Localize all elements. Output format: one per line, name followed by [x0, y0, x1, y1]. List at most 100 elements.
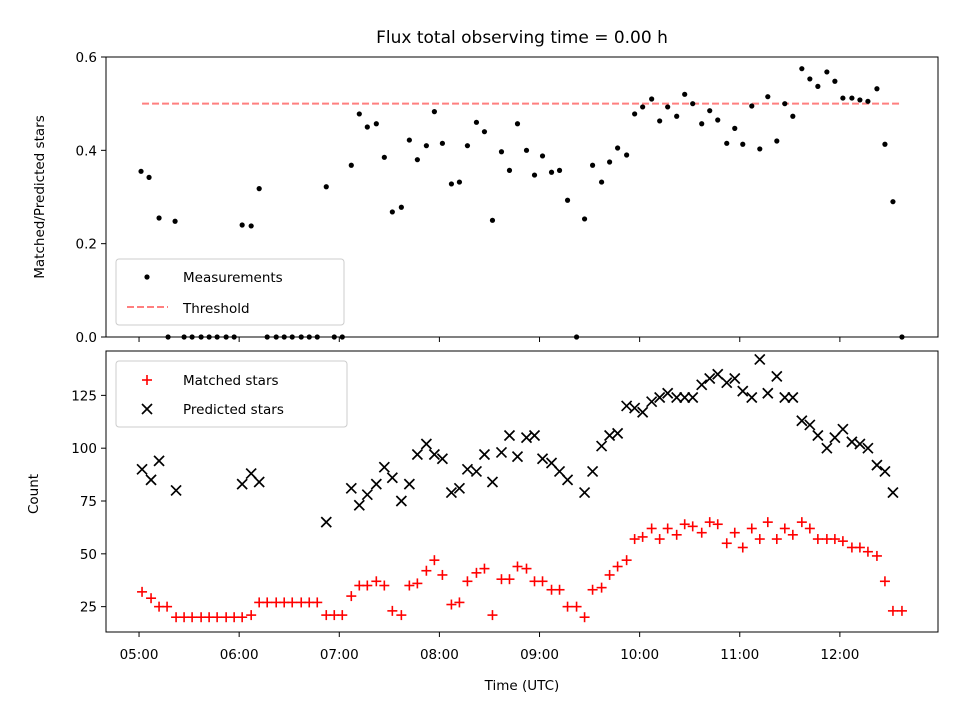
- measurement-point: [615, 145, 621, 151]
- predicted-star-marker-b: [145, 474, 157, 486]
- measurement-point: [832, 78, 838, 84]
- matched-star-point: [212, 612, 223, 623]
- measurement-point: [323, 184, 329, 190]
- measurement-point: [589, 162, 596, 168]
- matched-star-point: [504, 574, 515, 585]
- predicted-star-marker-b: [528, 429, 541, 442]
- measurement-point: [790, 113, 796, 119]
- predicted-star-marker-b: [687, 391, 699, 404]
- measurement-point: [857, 97, 863, 103]
- predicted-star-marker-b: [453, 482, 466, 494]
- predicted-star-marker-b: [236, 478, 248, 490]
- measurement-point: [732, 125, 738, 131]
- measurement-point: [389, 209, 395, 215]
- predicted-star-point: [461, 463, 474, 475]
- measurement-point: [598, 179, 605, 185]
- predicted-star-marker-b: [804, 419, 816, 431]
- predicted-star-marker-b: [646, 396, 658, 408]
- matched-star-point: [779, 523, 790, 534]
- predicted-star-marker-b: [821, 442, 833, 454]
- bottom-axes-frame: [105, 350, 939, 633]
- predicted-star-marker-b: [553, 465, 566, 478]
- predicted-star-marker-b: [812, 429, 824, 442]
- matched-star-point: [337, 610, 348, 621]
- matched-star-point: [746, 523, 757, 534]
- measurement-point: [539, 153, 546, 159]
- matched-star-point: [137, 586, 148, 597]
- matched-star-point: [604, 569, 615, 580]
- predicted-star-point: [871, 459, 883, 471]
- measurement-point: [531, 172, 538, 178]
- predicted-star-marker-b: [662, 387, 674, 399]
- matched-star-point: [446, 599, 457, 610]
- measurement-point: [398, 204, 404, 210]
- predicted-star-point: [170, 484, 182, 497]
- matched-star-point: [854, 542, 865, 553]
- predicted-star-point: [754, 353, 766, 366]
- predicted-star-point: [378, 461, 390, 473]
- matched-star-point: [729, 527, 740, 538]
- matched-star-point: [362, 580, 373, 591]
- top-plot-area: 0.0 0.2 0.4 0.6 Measurements Threshold: [76, 50, 939, 346]
- matched-star-point: [871, 550, 882, 561]
- measurement-point: [849, 95, 855, 101]
- bottom-y-tick-label: 100: [71, 441, 97, 457]
- predicted-star-point: [737, 385, 749, 397]
- measurement-point: [657, 118, 663, 124]
- predicted-star-point: [411, 448, 423, 461]
- measurement-point: [607, 159, 613, 165]
- measurement-point: [239, 222, 245, 228]
- predicted-star-point: [320, 516, 332, 528]
- predicted-star-point: [403, 478, 415, 490]
- matched-star-point: [521, 563, 532, 574]
- x-tick-label: 12:00: [820, 647, 859, 663]
- predicted-star-point: [804, 419, 816, 431]
- matched-star-point: [596, 582, 607, 593]
- predicted-star-marker-b: [637, 406, 649, 418]
- predicted-star-point: [253, 476, 265, 488]
- predicted-star-point: [646, 396, 658, 408]
- matched-star-point: [862, 546, 873, 557]
- measurement-point: [348, 162, 354, 168]
- matched-star-point: [437, 569, 448, 580]
- predicted-star-point: [595, 440, 608, 452]
- predicted-star-point: [729, 372, 741, 385]
- measurement-point: [882, 141, 888, 147]
- predicted-star-point: [236, 478, 248, 490]
- predicted-star-point: [511, 451, 524, 463]
- predicted-star-point: [520, 432, 533, 444]
- measurement-point: [715, 117, 721, 123]
- matched-star-point: [554, 584, 565, 595]
- legend-predicted-label: Predicted stars: [183, 402, 284, 418]
- measurement-point: [624, 152, 630, 158]
- matched-star-point: [762, 517, 773, 528]
- predicted-star-marker-b: [721, 377, 733, 389]
- top-legend-box: [115, 258, 345, 326]
- predicted-star-marker-b: [153, 455, 165, 467]
- predicted-star-marker-b: [545, 457, 558, 469]
- matched-star-point: [712, 519, 723, 530]
- top-y-axis-label: Matched/Predicted stars: [32, 115, 48, 278]
- predicted-star-point: [621, 400, 633, 412]
- top-y-tick-label: 0.0: [76, 330, 97, 346]
- predicted-star-point: [837, 423, 849, 435]
- measurement-point: [156, 215, 162, 221]
- predicted-star-marker-b: [762, 387, 774, 399]
- matched-star-point: [479, 563, 490, 574]
- predicted-star-point: [345, 482, 357, 494]
- measurement-point: [456, 179, 463, 185]
- predicted-star-point: [561, 474, 574, 486]
- predicted-star-marker-b: [787, 391, 799, 404]
- matched-star-point: [396, 610, 407, 621]
- predicted-star-marker-b: [879, 465, 891, 478]
- matched-star-point: [487, 610, 498, 621]
- legend-predicted-marker-b: [141, 403, 153, 415]
- predicted-star-marker-b: [361, 489, 373, 501]
- predicted-star-marker-b: [604, 429, 616, 442]
- predicted-star-point: [696, 379, 708, 391]
- predicted-star-marker-b: [578, 486, 591, 499]
- measurement-point: [439, 140, 446, 146]
- predicted-star-marker-b: [503, 429, 516, 442]
- predicted-star-point: [361, 489, 373, 501]
